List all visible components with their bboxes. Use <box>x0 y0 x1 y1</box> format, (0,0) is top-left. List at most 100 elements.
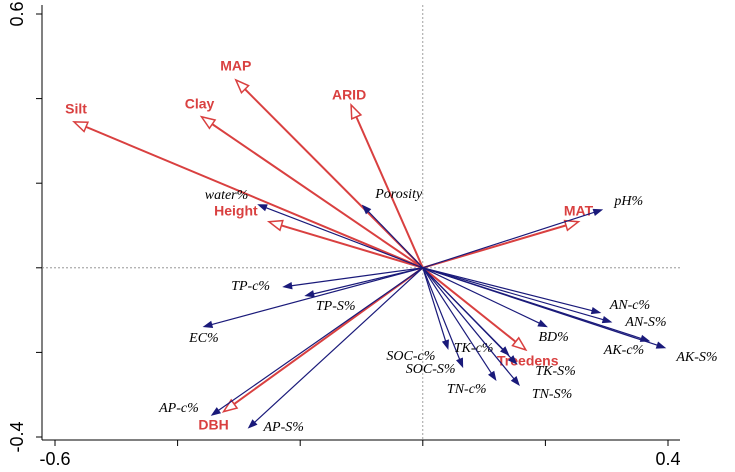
soil-label: pH% <box>613 194 643 209</box>
arrow-head <box>247 419 258 429</box>
arrow-shaft <box>422 267 517 343</box>
arrow-head <box>199 115 217 130</box>
arrow-head <box>304 290 315 298</box>
arrow-shaft <box>281 224 424 269</box>
soil-label: TP-c% <box>231 279 270 294</box>
arrow-shaft <box>422 267 512 359</box>
soil-label: BD% <box>538 330 568 345</box>
soil-arrow <box>422 267 613 324</box>
arrow-shaft <box>291 267 423 287</box>
environment-arrow <box>350 103 424 269</box>
arrow-shaft <box>265 207 424 269</box>
soil-label: Porosity <box>374 187 423 202</box>
soil-arrow <box>422 267 518 365</box>
arrow-shaft <box>422 267 540 324</box>
soil-label: AP-S% <box>262 420 303 435</box>
environment-arrow <box>234 78 424 269</box>
environment-label: ARID <box>332 87 366 103</box>
arrow-shaft <box>85 125 424 269</box>
arrow-shaft <box>211 123 424 269</box>
environment-label: Clay <box>185 95 215 111</box>
arrow-head <box>361 204 372 215</box>
soil-label: AN-S% <box>624 315 666 330</box>
arrow-shaft <box>422 211 595 269</box>
x-tick-label: -0.6 <box>39 449 70 469</box>
arrow-shaft <box>355 116 424 269</box>
x-tick-label: 0.4 <box>655 449 680 469</box>
arrow-shaft <box>422 267 515 380</box>
environment-arrow <box>199 115 424 269</box>
environment-label: Height <box>214 202 258 218</box>
environment-label: Silt <box>65 101 87 117</box>
arrow-head <box>507 355 518 365</box>
soil-arrow <box>210 267 424 416</box>
arrow-head <box>592 208 604 217</box>
soil-arrow <box>422 267 497 382</box>
soil-label: AP-c% <box>158 401 199 416</box>
soil-arrow <box>422 267 449 350</box>
environment-label: DBH <box>198 416 228 432</box>
environment-arrow <box>422 267 528 352</box>
soil-arrow <box>422 267 667 349</box>
arrow-shaft <box>254 267 424 423</box>
arrow-head <box>221 398 239 413</box>
soil-label: water% <box>205 188 249 203</box>
arrow-shaft <box>422 267 461 360</box>
soil-arrow <box>422 267 548 328</box>
soil-label: TK-S% <box>535 364 575 379</box>
soil-arrow <box>422 267 464 369</box>
soil-label: AN-c% <box>609 298 650 313</box>
soil-arrow <box>422 267 520 387</box>
arrow-shaft <box>211 267 423 326</box>
environment-arrow <box>221 266 424 413</box>
arrow-shaft <box>422 267 492 374</box>
soil-arrow <box>282 267 423 290</box>
y-tick-label: -0.4 <box>7 421 27 452</box>
arrow-shaft <box>422 224 567 269</box>
arrow-shaft <box>244 88 424 269</box>
arrow-shaft <box>422 267 593 312</box>
arrow-head <box>511 336 528 352</box>
soil-arrow <box>257 204 424 269</box>
arrow-head <box>487 370 497 382</box>
soil-arrow <box>202 267 423 328</box>
soil-label: AK-c% <box>603 343 644 358</box>
environment-label: MAP <box>220 58 251 74</box>
arrow-shaft <box>367 210 424 269</box>
environment-arrow <box>422 219 581 269</box>
arrow-head <box>282 281 293 290</box>
soil-arrow <box>422 208 604 269</box>
arrow-head <box>266 219 284 232</box>
soil-arrow <box>422 267 602 315</box>
arrow-head <box>210 407 222 416</box>
soil-arrow <box>361 204 424 269</box>
arrow-head <box>456 357 464 369</box>
arrow-head <box>234 78 250 95</box>
soil-label: SOC-S% <box>406 362 456 377</box>
arrow-head <box>563 219 581 232</box>
y-tick-label: 0.6 <box>7 1 27 26</box>
soil-label: EC% <box>188 331 219 346</box>
arrow-shaft <box>422 267 604 321</box>
arrow-head <box>441 339 449 350</box>
arrow-head <box>350 103 363 120</box>
arrow-head <box>601 316 613 324</box>
soil-arrow <box>247 267 424 429</box>
environment-arrow <box>72 121 424 269</box>
arrow-shaft <box>422 267 658 346</box>
arrow-head <box>72 121 90 133</box>
soil-label: SOC-c% <box>386 349 435 364</box>
arrow-shaft <box>422 267 447 342</box>
soil-label: TN-S% <box>532 387 572 402</box>
arrow-head <box>655 341 667 349</box>
soil-label: AK-S% <box>675 350 717 365</box>
soil-label: TK-c% <box>454 341 494 356</box>
arrow-head <box>257 204 268 212</box>
arrow-head <box>537 319 548 328</box>
environment-label: MAT <box>564 202 594 218</box>
arrow-head <box>510 376 520 387</box>
arrow-shaft <box>218 267 424 411</box>
soil-label: TP-S% <box>316 299 356 314</box>
soil-label: TN-c% <box>447 382 487 397</box>
